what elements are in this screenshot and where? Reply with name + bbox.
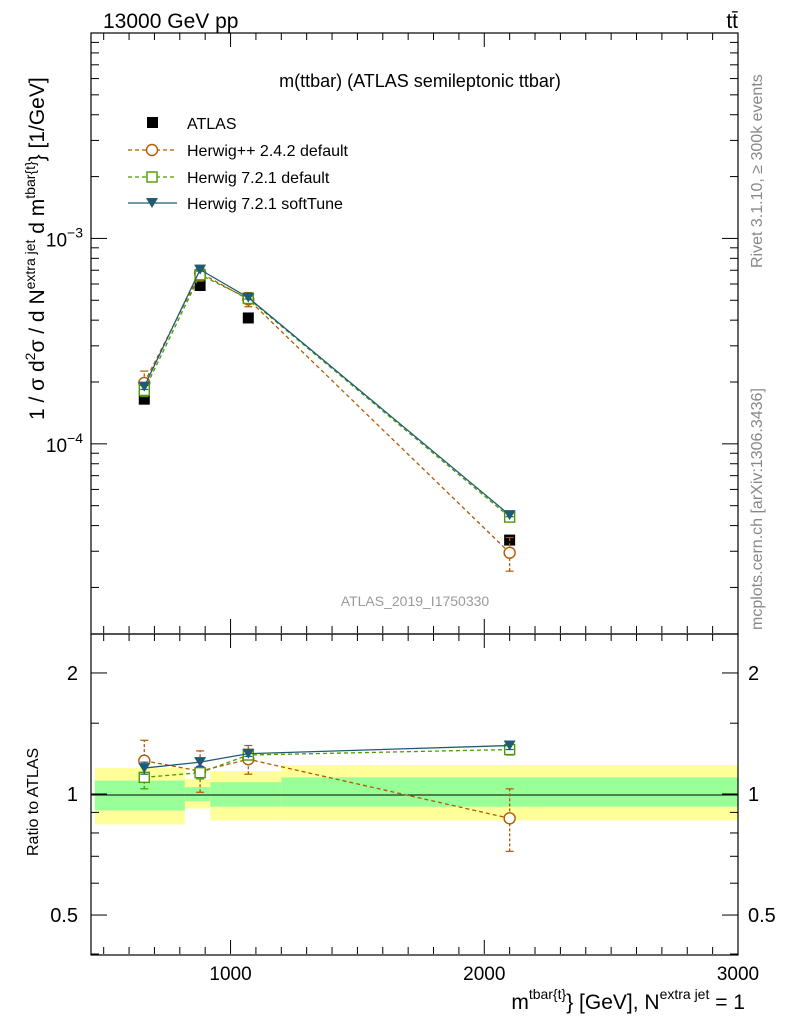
main-point xyxy=(242,312,254,324)
main-point xyxy=(138,381,151,392)
ratio-y-tick-label-right: 2 xyxy=(748,663,759,685)
legend-marker-herwigpp xyxy=(145,143,159,157)
rivet-version-label: Rivet 3.1.10, ≥ 300k events xyxy=(749,74,766,268)
ratio-point xyxy=(194,757,207,768)
legend-marker-herwig7-default xyxy=(146,171,158,183)
ratio-point xyxy=(503,740,516,751)
main-series-atlas xyxy=(138,279,516,546)
main-point xyxy=(194,279,206,291)
main-series-line xyxy=(143,268,511,516)
main-plot-title: m(ttbar) (ATLAS semileptonic ttbar) xyxy=(279,71,561,91)
legend-marker-herwig7-softtune xyxy=(146,198,158,208)
ratio-series-herwig-7-2-1-softtune xyxy=(138,740,516,775)
ratio-point xyxy=(194,766,206,779)
main-series-line xyxy=(143,271,511,554)
legend-label-herwig7-default: Herwig 7.2.1 default xyxy=(187,170,330,187)
x-tick-label: 3000 xyxy=(717,964,759,985)
analysis-id-label: ATLAS_2019_I1750330 xyxy=(341,593,490,609)
main-point xyxy=(138,393,150,405)
ratio-point xyxy=(138,763,151,774)
legend-label-atlas: ATLAS xyxy=(187,116,237,133)
main-point xyxy=(503,546,516,559)
main-series-herwig-2-4-2-default xyxy=(138,264,516,572)
ratio-band-stat xyxy=(281,777,738,807)
x-tick-label: 2000 xyxy=(463,964,505,985)
main-plot: 10−3 10−4 m(ttbar) (ATLAS semileptonic tt… xyxy=(22,32,739,635)
main-y-tick-label: 10−4 xyxy=(46,430,83,457)
ratio-point xyxy=(503,812,516,825)
x-tick-label: 1000 xyxy=(209,964,251,985)
main-y-axis-label: 1 / σ d2σ / d Nextra jet d mtbar{t}} [1/… xyxy=(22,77,49,420)
mcplots-label: mcplots.cern.ch [arXiv:1306.3436] xyxy=(749,388,766,630)
ratio-series-line xyxy=(144,748,510,779)
ratio-y-tick-label-right: 0.5 xyxy=(748,905,776,927)
ratio-y-axis-label: Ratio to ATLAS xyxy=(25,748,42,856)
main-point xyxy=(503,510,516,521)
legend-label-herwigpp: Herwig++ 2.4.2 default xyxy=(187,143,349,160)
ratio-point xyxy=(242,748,255,759)
legend-label-herwig7-softtune: Herwig 7.2.1 softTune xyxy=(187,196,343,213)
legend: ATLAS Herwig++ 2.4.2 default Herwig 7.2.… xyxy=(128,116,349,213)
ratio-y-tick-label: 0.5 xyxy=(50,905,78,927)
ratio-band-stat xyxy=(94,780,185,811)
ratio-y-tick-label: 1 xyxy=(67,784,78,806)
legend-entry-atlas: ATLAS xyxy=(147,116,237,133)
ratio-y-tick-label-right: 1 xyxy=(748,784,759,806)
legend-entry-herwigpp: Herwig++ 2.4.2 default xyxy=(128,143,349,160)
energy-label: 13000 GeV pp xyxy=(103,10,238,33)
ratio-y-tick-label: 2 xyxy=(67,663,78,685)
ratio-series-line xyxy=(144,758,510,819)
ratio-plot: 0.5 0.5 1 1 2 2 1000 2000 3000 Ratio to ATLAS m… xyxy=(25,633,776,1014)
main-y-tick-label: 10−3 xyxy=(46,224,83,251)
ratio-series-line xyxy=(144,744,510,769)
main-series-herwig-7-2-1-softtune xyxy=(138,264,516,521)
process-label: tt̄ xyxy=(726,10,738,33)
legend-entry-herwig7-default: Herwig 7.2.1 default xyxy=(128,170,330,187)
legend-entry-herwig7-softtune: Herwig 7.2.1 softTune xyxy=(128,196,343,213)
x-axis-label: mtbar{t}} [GeV], Nextra jet = 1 xyxy=(511,986,745,1014)
main-point xyxy=(242,292,255,303)
main-series-herwig-7-2-1-default xyxy=(138,269,516,523)
legend-marker-atlas xyxy=(147,117,158,128)
ratio-band-stat xyxy=(184,787,211,802)
main-point xyxy=(194,264,207,275)
main-series-line xyxy=(143,273,511,518)
ratio-band-stat xyxy=(210,782,282,807)
